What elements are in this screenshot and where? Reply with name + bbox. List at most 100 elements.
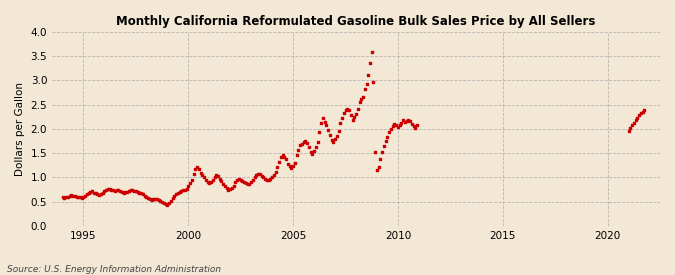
- Point: [326, 138, 337, 142]
- Point: [126, 188, 136, 193]
- Point: [382, 134, 393, 139]
- Point: [349, 115, 360, 119]
- Point: [130, 189, 141, 194]
- Point: [163, 201, 174, 205]
- Point: [393, 125, 404, 129]
- Point: [132, 190, 143, 194]
- Point: [400, 120, 410, 124]
- Point: [157, 199, 167, 204]
- Point: [249, 175, 260, 180]
- Point: [632, 116, 643, 120]
- Point: [66, 193, 77, 197]
- Point: [361, 82, 372, 87]
- Point: [628, 121, 639, 125]
- Point: [197, 173, 208, 177]
- Point: [129, 189, 140, 193]
- Point: [211, 173, 221, 178]
- Point: [364, 61, 375, 65]
- Point: [371, 168, 382, 172]
- Point: [103, 186, 113, 191]
- Point: [634, 113, 645, 117]
- Point: [216, 179, 227, 183]
- Point: [115, 189, 126, 193]
- Point: [153, 197, 164, 202]
- Point: [204, 181, 215, 185]
- Point: [162, 202, 173, 207]
- Point: [192, 164, 202, 169]
- Point: [87, 189, 98, 194]
- Point: [389, 122, 400, 126]
- Point: [291, 152, 302, 157]
- Point: [190, 166, 200, 171]
- Point: [405, 119, 416, 123]
- Point: [283, 162, 294, 166]
- Point: [186, 178, 197, 182]
- Point: [188, 171, 199, 176]
- Point: [242, 182, 253, 186]
- Point: [195, 170, 206, 175]
- Point: [169, 194, 180, 198]
- Point: [99, 189, 110, 193]
- Text: Source: U.S. Energy Information Administration: Source: U.S. Energy Information Administ…: [7, 265, 221, 274]
- Point: [337, 116, 348, 120]
- Point: [105, 187, 115, 191]
- Point: [346, 113, 356, 117]
- Point: [316, 121, 327, 125]
- Point: [323, 128, 333, 132]
- Point: [236, 178, 246, 182]
- Point: [625, 126, 636, 130]
- Point: [251, 173, 262, 177]
- Point: [202, 180, 213, 185]
- Point: [290, 161, 300, 165]
- Point: [70, 194, 80, 199]
- Point: [92, 192, 103, 197]
- Point: [269, 173, 279, 177]
- Point: [304, 145, 315, 150]
- Point: [317, 116, 328, 120]
- Point: [206, 180, 217, 185]
- Point: [106, 187, 117, 192]
- Point: [637, 110, 648, 114]
- Point: [185, 181, 196, 185]
- Point: [335, 121, 346, 125]
- Point: [295, 143, 306, 148]
- Point: [380, 139, 391, 143]
- Point: [151, 197, 162, 201]
- Point: [305, 150, 316, 154]
- Point: [275, 155, 286, 159]
- Point: [101, 187, 111, 192]
- Point: [298, 140, 309, 145]
- Point: [96, 192, 107, 197]
- Point: [354, 100, 365, 104]
- Point: [76, 196, 87, 200]
- Point: [120, 190, 131, 195]
- Point: [359, 87, 370, 91]
- Point: [284, 164, 295, 169]
- Point: [313, 140, 323, 144]
- Point: [363, 72, 374, 77]
- Point: [261, 178, 272, 182]
- Point: [78, 195, 89, 199]
- Point: [639, 108, 649, 113]
- Point: [387, 124, 398, 129]
- Point: [310, 145, 321, 150]
- Point: [142, 196, 153, 200]
- Point: [347, 118, 358, 122]
- Point: [83, 191, 94, 195]
- Point: [338, 111, 349, 116]
- Point: [108, 188, 119, 193]
- Point: [272, 164, 283, 169]
- Point: [71, 195, 82, 199]
- Point: [256, 174, 267, 178]
- Point: [277, 153, 288, 157]
- Point: [377, 150, 387, 154]
- Point: [127, 188, 138, 193]
- Point: [88, 191, 99, 195]
- Point: [325, 133, 335, 137]
- Point: [150, 197, 161, 201]
- Point: [223, 187, 234, 192]
- Point: [146, 197, 157, 202]
- Point: [252, 171, 263, 176]
- Point: [340, 108, 351, 113]
- Point: [396, 121, 407, 125]
